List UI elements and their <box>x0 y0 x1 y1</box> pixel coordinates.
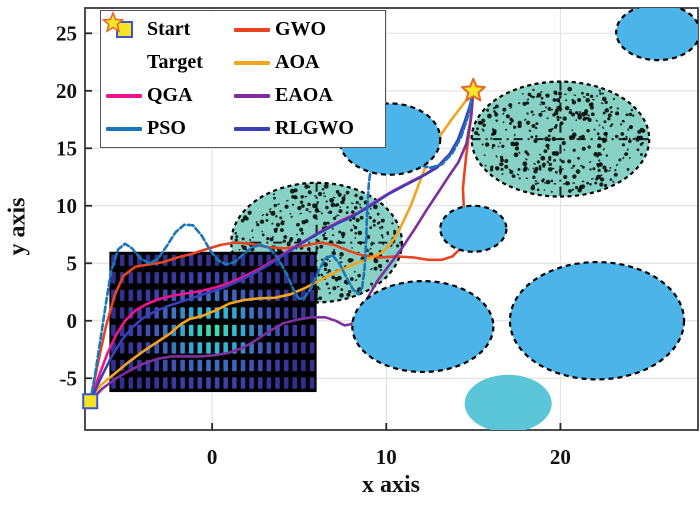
legend-column: GWO AOA EAOA RLGWO <box>229 11 385 147</box>
legend-label: RLGWO <box>275 117 354 139</box>
legend: Start Target QGA PSO GWO AOA EAOA RLGWO <box>100 10 386 148</box>
x-tick-label: 10 <box>376 445 397 469</box>
y-tick-label: 5 <box>67 251 78 275</box>
axes-box <box>84 7 699 431</box>
legend-label: EAOA <box>275 84 333 106</box>
x-axis-label: x axis <box>361 472 420 498</box>
blue-obstacle <box>351 279 495 374</box>
y-tick-label: 25 <box>56 21 77 45</box>
legend-label: Start <box>147 18 191 40</box>
legend-item-target: Target <box>101 11 229 79</box>
legend-item-eaoa: EAOA <box>229 80 385 112</box>
line-swatch <box>234 27 270 32</box>
y-tick-label: 10 <box>56 194 77 218</box>
legend-label: Target <box>147 51 203 73</box>
legend-item-gwo: GWO <box>229 14 385 46</box>
y-tick-label: -5 <box>60 366 78 390</box>
legend-line-swatch <box>229 126 275 131</box>
algorithm-paths <box>88 89 475 403</box>
line-swatch <box>106 126 142 131</box>
blue-obstacles <box>338 8 698 381</box>
legend-item-aoa: AOA <box>229 47 385 79</box>
legend-item-qga: QGA <box>101 80 229 112</box>
path-GWO <box>88 89 475 403</box>
legend-label: AOA <box>275 51 320 73</box>
legend-line-swatch <box>101 126 147 131</box>
legend-label: QGA <box>147 84 193 106</box>
y-axis-label: y axis <box>4 197 31 256</box>
start-marker <box>82 393 99 410</box>
blue-obstacle <box>508 261 686 381</box>
cyan-obstacle <box>464 374 552 430</box>
legend-line-swatch <box>229 27 275 32</box>
blue-obstacle <box>615 8 698 62</box>
star-icon <box>101 11 125 33</box>
legend-column: Start Target QGA PSO <box>101 11 229 147</box>
line-swatch <box>106 93 142 98</box>
target-marker <box>460 77 486 102</box>
y-tick-label: 0 <box>67 309 78 333</box>
legend-item-rlgwo: RLGWO <box>229 113 385 145</box>
legend-line-swatch <box>229 60 275 65</box>
y-tick-label: 15 <box>56 136 77 160</box>
line-swatch <box>234 93 270 98</box>
blue-obstacle <box>439 204 508 253</box>
legend-item-pso: PSO <box>101 113 229 145</box>
x-tick-label: 0 <box>207 445 218 469</box>
legend-line-swatch <box>101 93 147 98</box>
line-swatch <box>234 60 270 65</box>
legend-label: PSO <box>147 117 186 139</box>
x-tick-label: 20 <box>550 445 571 469</box>
legend-line-swatch <box>229 93 275 98</box>
teal-obstacle <box>470 80 651 198</box>
path-EAOA <box>88 89 475 403</box>
y-tick-label: 20 <box>56 79 77 103</box>
legend-label: GWO <box>275 18 327 40</box>
line-swatch <box>234 126 270 131</box>
